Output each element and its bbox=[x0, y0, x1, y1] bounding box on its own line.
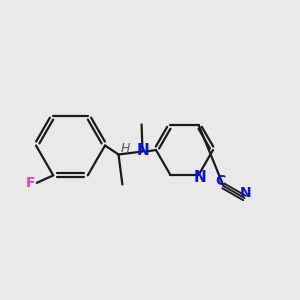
Text: F: F bbox=[26, 176, 35, 190]
Text: N: N bbox=[194, 169, 207, 184]
Text: N: N bbox=[137, 143, 149, 158]
Text: C: C bbox=[215, 174, 226, 188]
Text: H: H bbox=[121, 142, 130, 155]
Text: N: N bbox=[240, 186, 252, 200]
